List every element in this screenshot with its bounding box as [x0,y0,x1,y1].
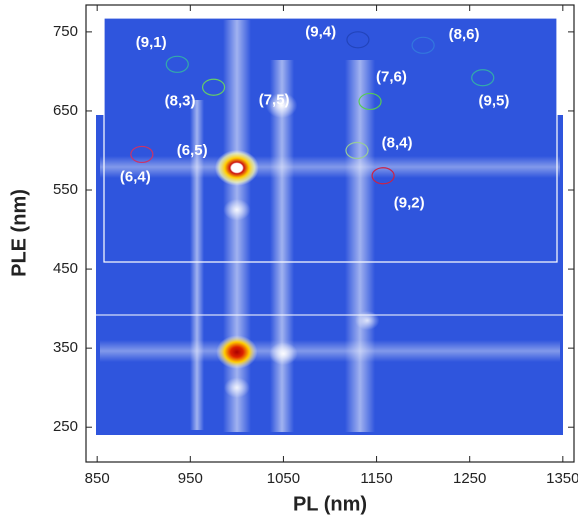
peak [223,377,250,398]
chirality-label: (8,3) [165,92,196,109]
assignment-circle [346,31,370,49]
chirality-label: (7,6) [376,69,407,86]
chirality-label: (9,2) [394,194,425,211]
assignment-circle [471,69,495,87]
chirality-label: (8,6) [449,26,480,43]
peak [265,92,298,119]
peaks [214,92,380,398]
assignment-circle [358,92,382,111]
streak [100,156,560,178]
inset-frame [103,17,558,263]
assignment-circle [201,78,226,96]
peak [223,198,251,221]
y-tick-label: 450 [53,260,78,277]
peak [355,310,380,331]
x-tick-label: 950 [178,470,203,487]
peak [269,342,298,366]
inset-background [104,18,557,262]
assignment-circle [411,36,435,54]
y-tick-label: 350 [53,339,78,356]
y-tick-label: 750 [53,23,78,40]
x-tick-label: 850 [85,470,110,487]
chirality-label: (6,4) [120,168,151,185]
x-tick-label: 1150 [360,470,392,487]
chirality-label: (7,5) [259,92,290,109]
peak [214,149,259,186]
y-tick-label: 250 [53,418,78,435]
x-tick-label: 1250 [453,470,486,487]
assignment-circle [371,167,395,185]
x-axis-label: PL (nm) [293,493,367,515]
peak [216,335,258,369]
assignment-circle [165,55,189,73]
x-tick-label: 1350 [546,470,578,487]
assignment-circle [130,145,154,164]
y-tick-label: 550 [53,181,78,198]
streak [223,20,251,432]
plot-frame [85,4,575,463]
chirality-label: (6,5) [177,142,208,159]
streak [270,60,294,432]
streak [345,60,375,432]
y-tick-label: 650 [53,102,78,119]
streak [100,340,560,362]
assignment-circle [345,141,369,160]
y-axis-label: PLE (nm) [8,189,30,277]
chirality-label: (8,4) [382,134,413,151]
chirality-label: (9,4) [305,24,336,41]
x-tick-label: 1050 [267,470,300,487]
chirality-label: (9,1) [136,34,167,51]
chirality-label: (9,5) [478,92,509,109]
